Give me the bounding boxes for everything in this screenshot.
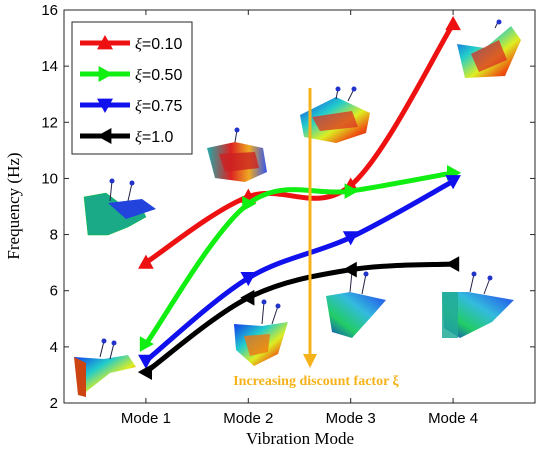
x-tick-label: Mode 3	[326, 410, 376, 427]
mode-shape-thumbnail-2	[207, 127, 267, 182]
data-point-2-3	[445, 175, 461, 190]
x-axis-title: Vibration Mode	[246, 429, 354, 448]
data-point-2-1	[240, 271, 257, 287]
series-line-0	[143, 21, 456, 266]
x-tick-label: Mode 4	[428, 410, 478, 427]
legend-marker-1	[98, 66, 113, 82]
data-point-3-2	[342, 261, 357, 278]
discount-factor-annotation: Increasing discount factor ξ	[233, 88, 400, 389]
mode-shape-thumbnail-6	[234, 299, 288, 366]
legend: ξ=0.10 ξ=0.50 ξ=0.75 ξ=1.0	[71, 21, 193, 155]
x-axis: Mode 1 Mode 2 Mode 3 Mode 4	[121, 10, 478, 427]
mode-shape-illustrations	[74, 19, 521, 397]
legend-marker-3	[97, 128, 112, 144]
data-point-3-1	[240, 289, 255, 306]
series-line-1	[143, 170, 456, 347]
data-point-1-0	[139, 336, 154, 352]
annotation-text: Increasing discount factor ξ	[233, 374, 399, 389]
legend-marker-0	[97, 35, 113, 50]
y-axis: 2 4 6 8 10 12 14 16	[41, 2, 535, 412]
data-point-0-3	[445, 16, 461, 31]
legend-label-1: ξ=0.50	[135, 67, 182, 84]
y-tick-label: 2	[50, 395, 58, 412]
series-line-3	[143, 261, 456, 375]
mode-shape-thumbnail-5	[74, 338, 136, 397]
x-tick-label: Mode 1	[121, 410, 171, 427]
series-group	[137, 16, 462, 380]
mode-shape-thumbnail-3	[300, 86, 370, 143]
legend-label-0: ξ=0.10	[135, 36, 182, 53]
data-point-3-3	[445, 256, 460, 272]
y-tick-label: 12	[41, 114, 58, 131]
data-point-1-2	[344, 183, 359, 199]
y-tick-label: 16	[41, 2, 58, 19]
x-tick-label: Mode 2	[223, 410, 273, 427]
y-tick-label: 14	[41, 58, 58, 75]
plot-frame	[63, 9, 536, 404]
data-point-0-0	[138, 254, 154, 269]
y-tick-label: 10	[41, 170, 58, 187]
y-tick-label: 8	[50, 227, 58, 244]
y-tick-label: 6	[50, 283, 58, 300]
legend-label-2: ξ=0.75	[135, 98, 182, 115]
data-point-2-0	[138, 354, 154, 369]
data-point-3-0	[137, 364, 153, 380]
mode-shape-thumbnail-4	[457, 19, 521, 78]
mode-shape-thumbnail-7	[326, 269, 386, 338]
legend-label-3: ξ=1.0	[135, 129, 174, 146]
annotation-arrow-head	[303, 354, 317, 368]
mode-shape-thumbnail-8	[442, 271, 514, 338]
legend-marker-2	[97, 98, 113, 113]
mode-shape-thumbnail-1	[83, 178, 156, 236]
data-point-1-1	[242, 195, 257, 212]
series-line-2	[143, 178, 456, 364]
y-tick-label: 4	[50, 339, 58, 356]
y-axis-title: Frequency (Hz)	[4, 152, 23, 259]
data-point-2-2	[342, 231, 359, 246]
